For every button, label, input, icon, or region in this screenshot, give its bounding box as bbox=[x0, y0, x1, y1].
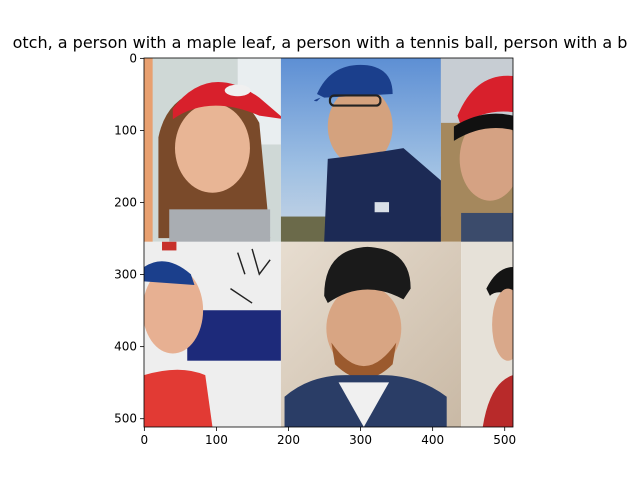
axes-frame bbox=[143, 57, 514, 428]
tile-bottom-left bbox=[144, 241, 281, 427]
chart-title: otch, a person with a maple leaf, a pers… bbox=[12, 33, 628, 52]
tile-top-left bbox=[144, 58, 285, 242]
tile-bottom-middle bbox=[280, 241, 462, 427]
y-axis: 0 100 200 300 400 500 bbox=[114, 51, 144, 426]
y-tick-label: 500 bbox=[114, 412, 137, 426]
x-tick-label: 400 bbox=[421, 433, 444, 447]
x-axis: 0 100 200 300 400 500 bbox=[141, 427, 516, 447]
y-tick-label: 400 bbox=[114, 340, 137, 354]
x-tick-label: 200 bbox=[277, 433, 300, 447]
tile-top-right bbox=[440, 58, 513, 242]
tile-top-middle bbox=[280, 58, 441, 242]
x-tick-label: 300 bbox=[349, 433, 372, 447]
x-tick-label: 500 bbox=[493, 433, 516, 447]
x-tick-label: 0 bbox=[141, 433, 149, 447]
y-tick-label: 200 bbox=[114, 196, 137, 210]
y-tick-label: 300 bbox=[114, 268, 137, 282]
tile-bottom-right bbox=[461, 241, 513, 427]
x-tick-label: 100 bbox=[205, 433, 228, 447]
image-panel bbox=[144, 58, 513, 427]
plot-area bbox=[144, 58, 513, 427]
y-tick-label: 0 bbox=[129, 51, 137, 65]
y-tick-label: 100 bbox=[114, 123, 137, 137]
